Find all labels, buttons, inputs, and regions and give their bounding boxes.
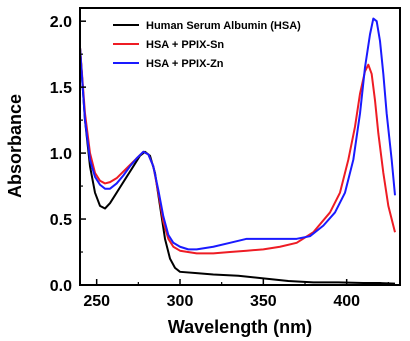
y-tick-label: 0.5 [50,212,72,229]
y-tick-label: 0.0 [50,278,72,295]
y-axis-title: Absorbance [5,94,25,198]
y-tick-label: 1.5 [50,80,72,97]
x-tick-label: 300 [167,293,194,310]
axis-ticks: 250 300 350 400 0.0 0.5 1.0 1.5 2.0 [50,14,389,310]
plot-frame [79,7,401,286]
series-curves [80,17,396,285]
legend-label-2: HSA + PPIX-Sn [146,39,224,51]
series-line-2 [80,47,396,255]
x-tick-label: 250 [83,293,110,310]
y-tick-label: 1.0 [50,146,72,163]
x-tick-label: 400 [333,293,360,310]
x-axis-title: Wavelength (nm) [168,317,312,337]
legend-label-1: Human Serum Albumin (HSA) [146,20,301,32]
x-tick-label: 350 [250,293,277,310]
y-tick-label: 2.0 [50,14,72,31]
legend: Human Serum Albumin (HSA) HSA + PPIX-Sn HS… [113,20,301,70]
legend-label-3: HSA + PPIX-Zn [146,58,224,70]
series-line-3 [80,17,396,251]
